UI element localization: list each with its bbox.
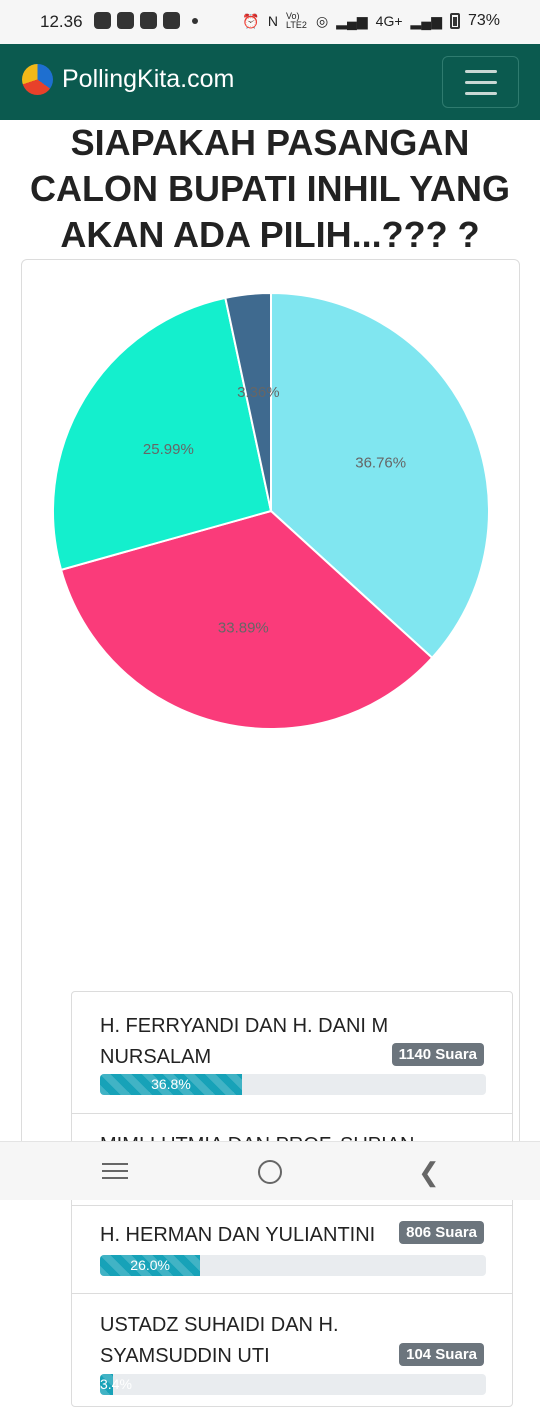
menu-icon[interactable] <box>102 1163 128 1179</box>
pie-chart: 36.76% 33.89% 25.99% 3.36% <box>52 291 490 730</box>
network-type: 4G+ <box>375 13 403 29</box>
candidate-name-line: H. FERRYANDI DAN H. DANI M <box>100 1015 389 1037</box>
hamburger-icon-line <box>464 69 497 73</box>
hamburger-icon-line <box>464 80 497 84</box>
candidate-name-line: SYAMSUDDIN UTI <box>100 1345 270 1367</box>
progress-fill: 3.4% <box>100 1374 132 1395</box>
alarm-icon: ⏰ <box>242 12 260 29</box>
status-left-icons <box>94 12 198 29</box>
candidate-item[interactable]: H. FERRYANDI DAN H. DANI M NURSALAM 1140 S… <box>72 992 512 1114</box>
candidate-name: H. FERRYANDI DAN H. DANI M NURSALAM <box>100 1011 388 1073</box>
poll-title: SIAPAKAH PASANGAN CALON BUPATI INHIL YAN… <box>29 122 511 255</box>
pie-slice-label: 25.99% <box>143 441 194 458</box>
brand-name: PollingKita.com <box>62 65 235 93</box>
nfc-icon: N <box>267 13 278 29</box>
pie-slice[interactable] <box>52 296 273 572</box>
status-time: 12.36 <box>40 12 83 31</box>
candidate-name-line: USTADZ SUHAIDI DAN H. <box>100 1314 339 1336</box>
pie-slice-label: 3.36% <box>237 384 280 401</box>
vote-count-badge: 104 Suara <box>399 1343 484 1366</box>
home-icon[interactable] <box>258 1160 282 1184</box>
brand-link[interactable]: PollingKita.com <box>22 64 234 95</box>
progress-fill: 36.8% <box>100 1074 242 1095</box>
hotspot-icon: ◎ <box>315 12 329 29</box>
pie-slice[interactable] <box>270 291 490 660</box>
candidate-name: H. HERMAN DAN YULIANTINI <box>100 1220 375 1251</box>
pie-slice[interactable] <box>224 291 272 512</box>
progress-bar: 3.4% <box>100 1374 486 1395</box>
compass-icon <box>94 12 111 29</box>
battery-percent: 73% <box>467 12 500 29</box>
progress-bar: 26.0% <box>100 1255 486 1276</box>
system-nav-bar: ❮ <box>0 1141 540 1200</box>
menu-toggle-button[interactable] <box>442 56 519 108</box>
vote-count-badge: 806 Suara <box>399 1221 484 1244</box>
volte-label: Vo) LTE2 <box>285 11 307 30</box>
pie-slice-label: 33.89% <box>218 620 269 637</box>
progress-bar: 36.8% <box>100 1074 486 1095</box>
candidate-item[interactable]: H. HERMAN DAN YULIANTINI 806 Suara 26.0% <box>72 1206 512 1294</box>
candidate-name-line: H. HERMAN DAN YULIANTINI <box>100 1224 376 1246</box>
status-bar: 12.36 ⏰ N Vo) LTE2 ◎ ▂▄▆ 4G+ ▂▄▆ 73% <box>0 0 540 44</box>
progress-fill: 26.0% <box>100 1255 201 1276</box>
back-icon[interactable]: ❮ <box>418 1157 440 1187</box>
pie-slice[interactable] <box>59 509 434 730</box>
signal-icon: ▂▄▆ <box>336 12 368 29</box>
candidate-name: USTADZ SUHAIDI DAN H. SYAMSUDDIN UTI <box>100 1310 339 1372</box>
battery-icon <box>449 13 460 29</box>
vivo-app-icon <box>163 12 180 29</box>
notification-dot-icon <box>192 17 198 24</box>
pie-slice-label: 36.76% <box>355 455 406 472</box>
candidate-name-line: NURSALAM <box>100 1046 212 1068</box>
shopping-bag-icon <box>140 12 157 29</box>
signal-icon: ▂▄▆ <box>410 12 442 29</box>
poll-card: 36.76% 33.89% 25.99% 3.36% H. FERRYANDI DAN… <box>21 259 520 1407</box>
vote-count-badge: 1140 Suara <box>391 1043 484 1066</box>
hamburger-icon-line <box>464 91 497 95</box>
pie-logo-icon <box>22 64 53 95</box>
mail-icon <box>117 12 134 29</box>
navbar: PollingKita.com <box>0 44 540 120</box>
candidate-item[interactable]: USTADZ SUHAIDI DAN H. SYAMSUDDIN UTI 104 S… <box>72 1294 512 1406</box>
status-right-icons: ⏰ N Vo) LTE2 ◎ ▂▄▆ 4G+ ▂▄▆ 73% <box>242 12 500 30</box>
